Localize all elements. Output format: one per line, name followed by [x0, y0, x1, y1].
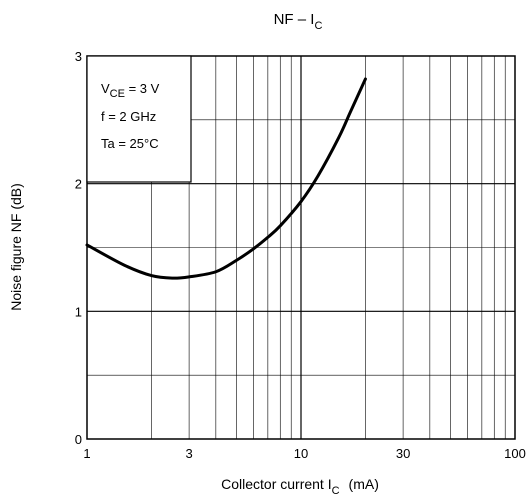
x-tick-label: 10 — [294, 446, 308, 461]
x-tick-label: 3 — [185, 446, 192, 461]
condition-vce: VCE = 3 V — [101, 81, 160, 100]
y-axis-label: Noise figure NF (dB) — [8, 183, 24, 311]
x-axis-label: Collector current IC (mA) — [221, 476, 379, 497]
series-line — [85, 77, 367, 280]
condition-temperature: Ta = 25°C — [101, 136, 159, 151]
plot-frame — [86, 55, 516, 440]
x-tick-label: 30 — [396, 446, 410, 461]
chart-title: NF – IC — [274, 11, 323, 32]
y-tick-label: 0 — [75, 432, 82, 447]
series-group — [85, 77, 367, 280]
x-tick-label: 100 — [504, 446, 526, 461]
conditions-frame — [86, 55, 192, 183]
y-tick-label: 1 — [75, 304, 82, 319]
condition-frequency: f = 2 GHz — [101, 109, 156, 124]
y-tick-label: 2 — [75, 177, 82, 192]
conditions-box: VCE = 3 V f = 2 GHz Ta = 25°C — [86, 55, 192, 183]
grid — [87, 56, 515, 439]
x-tick-label: 1 — [83, 446, 90, 461]
y-tick-label: 3 — [75, 49, 82, 64]
